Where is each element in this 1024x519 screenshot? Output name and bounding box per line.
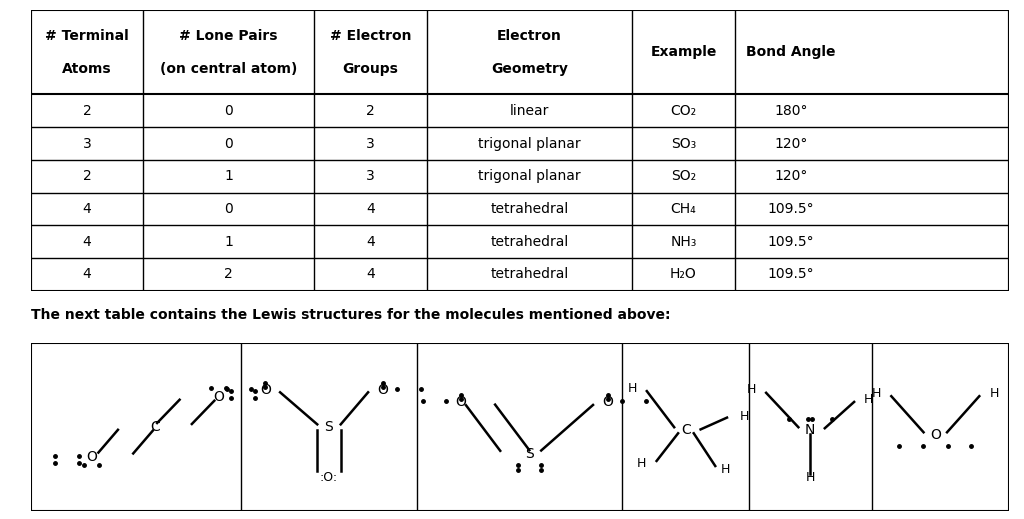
Text: linear: linear xyxy=(510,104,549,118)
Text: SO₂: SO₂ xyxy=(671,169,696,183)
Text: # Lone Pairs: # Lone Pairs xyxy=(179,29,278,43)
Text: 0: 0 xyxy=(224,136,233,151)
Text: H: H xyxy=(746,383,756,397)
Text: 4: 4 xyxy=(83,202,91,216)
Text: H: H xyxy=(871,387,882,400)
Text: trigonal planar: trigonal planar xyxy=(478,169,581,183)
Text: 3: 3 xyxy=(367,169,375,183)
Text: Bond Angle: Bond Angle xyxy=(746,46,836,59)
Text: Electron: Electron xyxy=(497,29,562,43)
Text: Example: Example xyxy=(650,46,717,59)
Text: H: H xyxy=(637,457,646,471)
Text: H₂O: H₂O xyxy=(670,267,697,281)
Text: 1: 1 xyxy=(224,235,233,249)
Text: 2: 2 xyxy=(83,169,91,183)
Text: H: H xyxy=(628,381,637,394)
Text: O: O xyxy=(260,383,271,397)
Text: H: H xyxy=(740,410,750,424)
Text: Groups: Groups xyxy=(343,62,398,76)
Text: 120°: 120° xyxy=(774,169,808,183)
Text: N: N xyxy=(805,424,815,437)
Text: O: O xyxy=(86,450,97,464)
Text: tetrahedral: tetrahedral xyxy=(490,267,568,281)
Text: NH₃: NH₃ xyxy=(671,235,696,249)
Text: # Terminal: # Terminal xyxy=(45,29,129,43)
Text: S: S xyxy=(325,420,334,434)
Text: 4: 4 xyxy=(367,267,375,281)
Text: 0: 0 xyxy=(224,202,233,216)
Text: H: H xyxy=(864,393,873,406)
Text: O: O xyxy=(213,390,224,403)
Text: Atoms: Atoms xyxy=(62,62,112,76)
Text: tetrahedral: tetrahedral xyxy=(490,202,568,216)
Text: 180°: 180° xyxy=(774,104,808,118)
Text: 2: 2 xyxy=(83,104,91,118)
Text: H: H xyxy=(989,387,998,400)
Text: O: O xyxy=(930,428,941,442)
Text: 3: 3 xyxy=(367,136,375,151)
Text: H: H xyxy=(720,462,730,475)
Text: (on central atom): (on central atom) xyxy=(160,62,297,76)
Text: 109.5°: 109.5° xyxy=(768,235,814,249)
Text: O: O xyxy=(456,394,467,408)
Text: 4: 4 xyxy=(367,235,375,249)
Text: O: O xyxy=(377,383,388,397)
Text: C: C xyxy=(681,424,691,437)
Text: # Electron: # Electron xyxy=(330,29,412,43)
Text: trigonal planar: trigonal planar xyxy=(478,136,581,151)
Text: 109.5°: 109.5° xyxy=(768,267,814,281)
Text: Geometry: Geometry xyxy=(492,62,568,76)
Text: 2: 2 xyxy=(224,267,233,281)
Text: 4: 4 xyxy=(367,202,375,216)
Text: 0: 0 xyxy=(224,104,233,118)
Text: 4: 4 xyxy=(83,235,91,249)
Text: 2: 2 xyxy=(367,104,375,118)
Text: 120°: 120° xyxy=(774,136,808,151)
Text: 3: 3 xyxy=(83,136,91,151)
Text: :O:: :O: xyxy=(319,471,338,484)
Text: O: O xyxy=(602,394,613,408)
Text: SO₃: SO₃ xyxy=(671,136,696,151)
Text: S: S xyxy=(525,447,534,461)
Text: 1: 1 xyxy=(224,169,233,183)
Text: The next table contains the Lewis structures for the molecules mentioned above:: The next table contains the Lewis struct… xyxy=(31,308,671,322)
Text: C: C xyxy=(151,420,160,434)
Text: tetrahedral: tetrahedral xyxy=(490,235,568,249)
Text: 109.5°: 109.5° xyxy=(768,202,814,216)
Text: 4: 4 xyxy=(83,267,91,281)
Text: CO₂: CO₂ xyxy=(671,104,696,118)
Text: H: H xyxy=(806,471,815,484)
Text: CH₄: CH₄ xyxy=(671,202,696,216)
